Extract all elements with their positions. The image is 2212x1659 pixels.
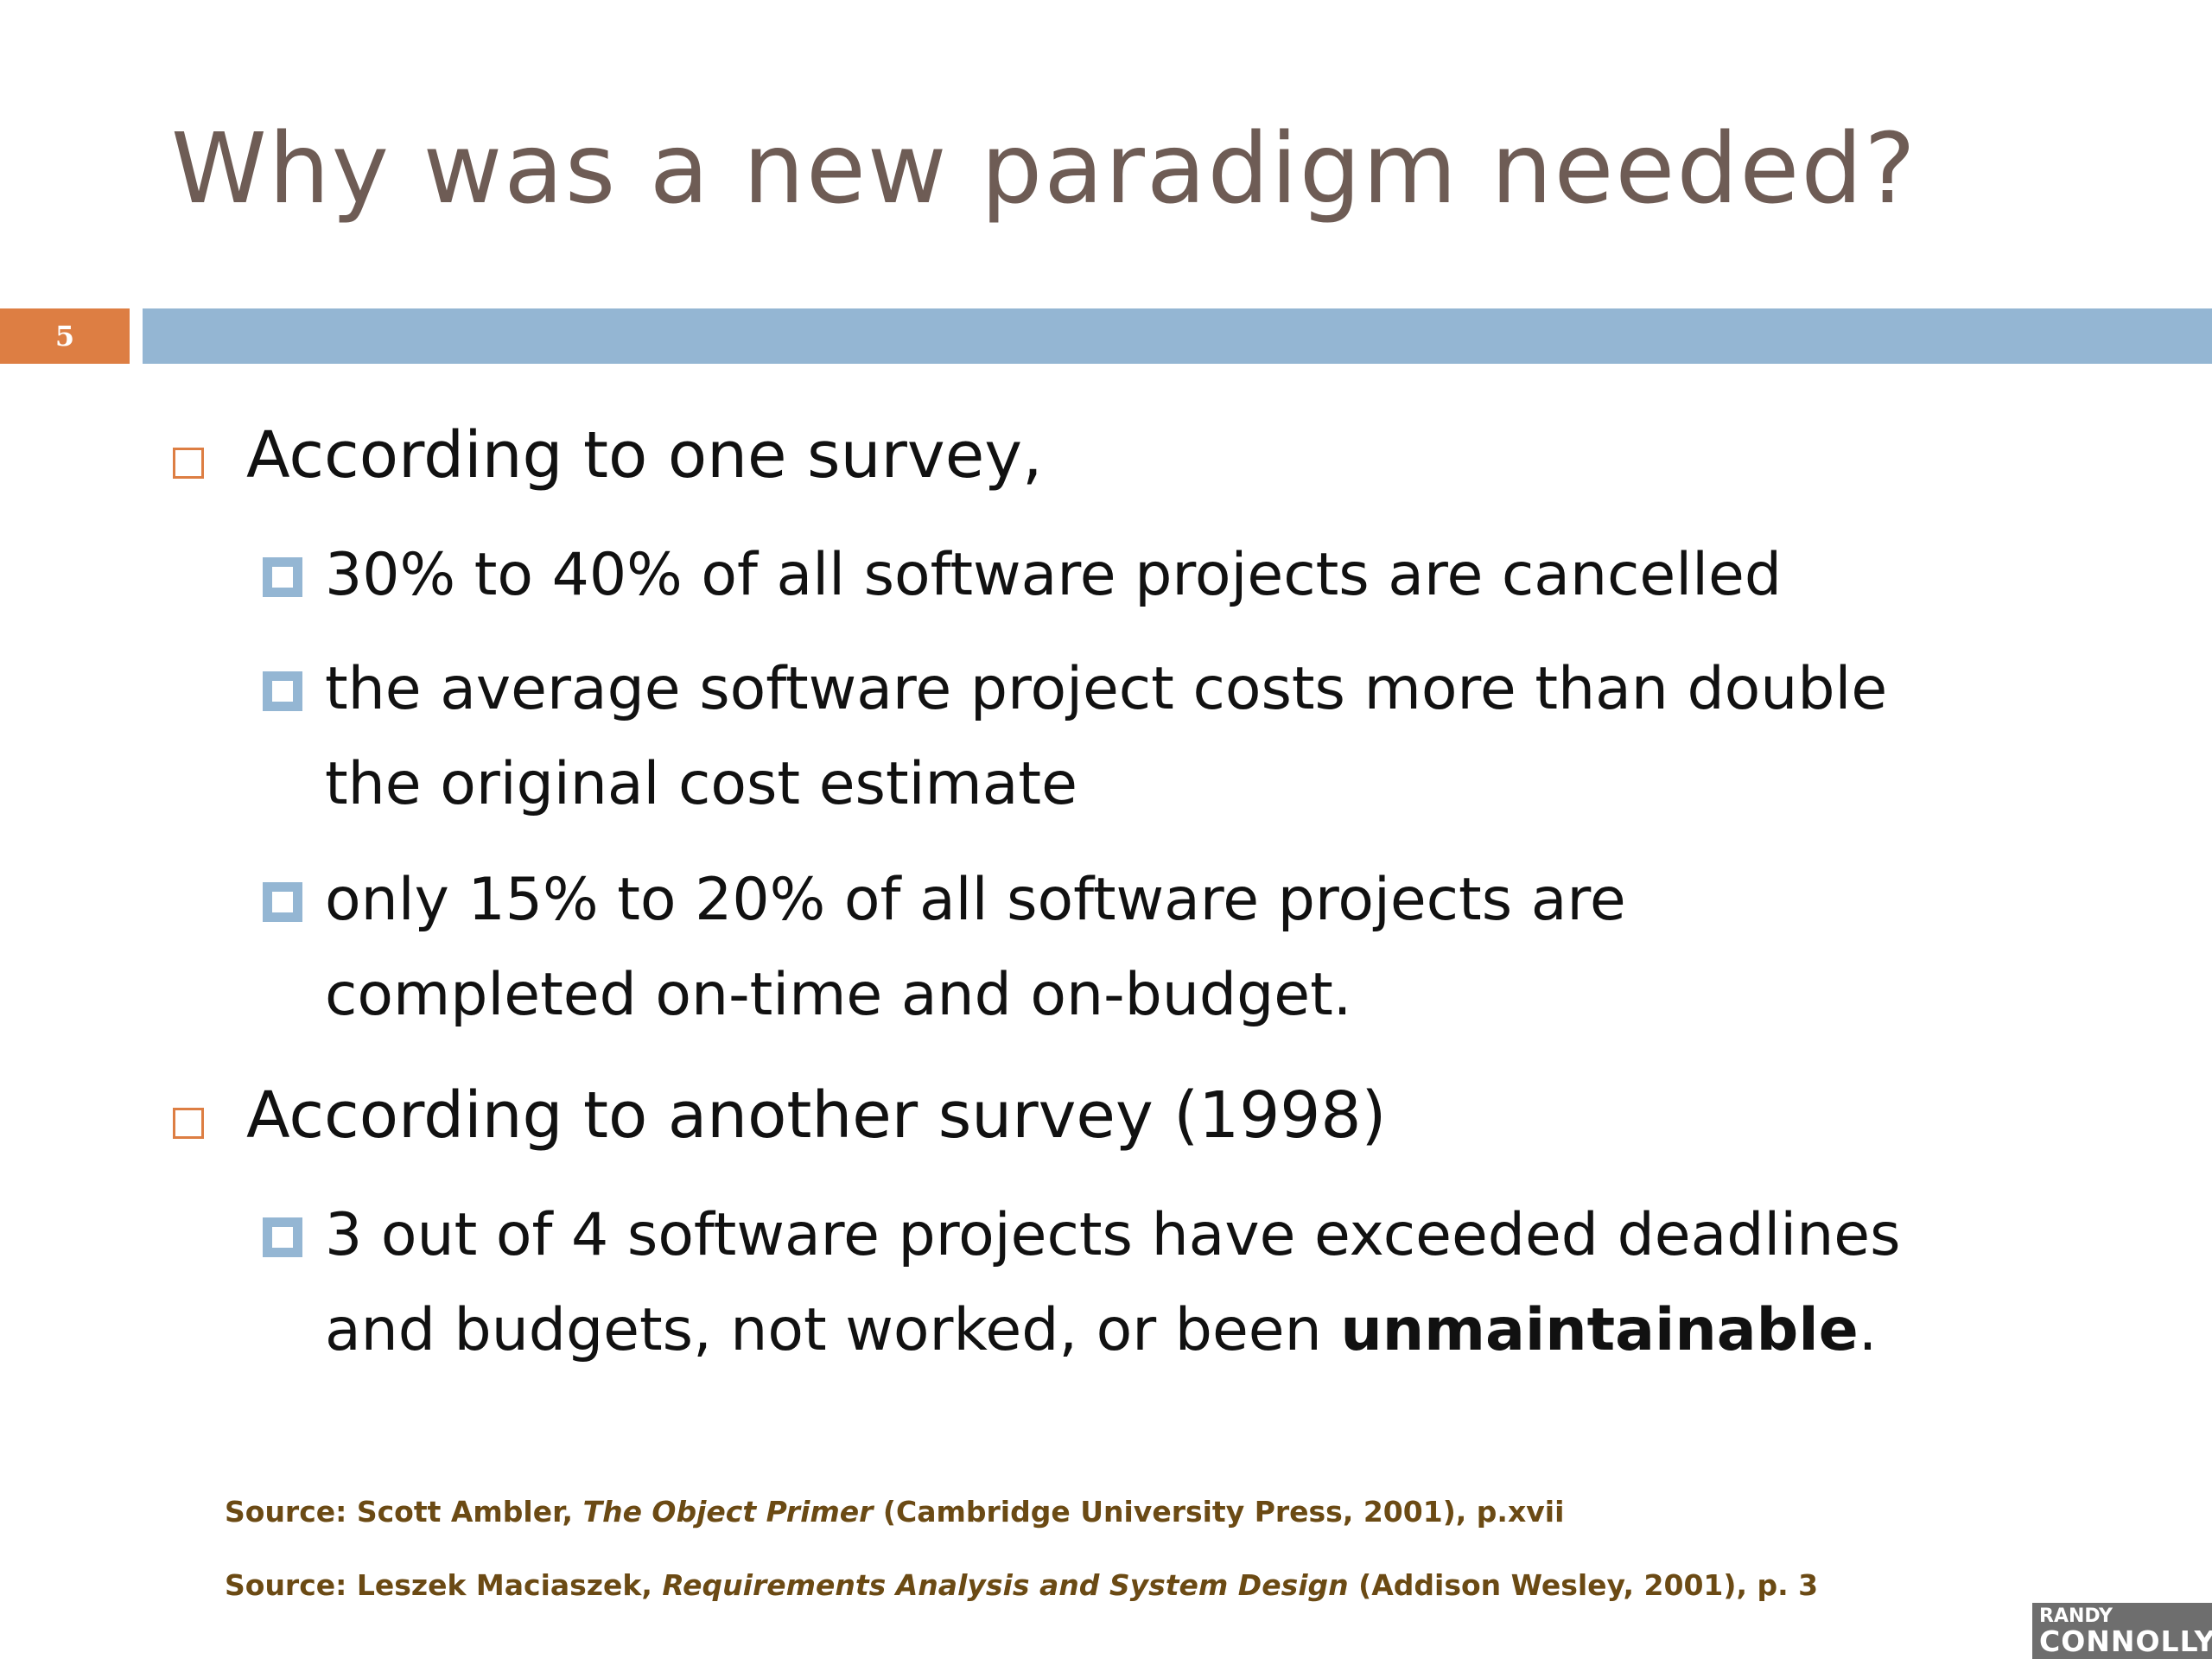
sub-bullet-text-plain: and budgets, not worked, or been [325,1296,1341,1364]
bullet-text: According to one survey, [246,418,1043,493]
sub-bullet-text: 3 out of 4 software projects have exceed… [325,1201,1901,1269]
square-bullet-icon [263,1217,302,1257]
author-logo: RANDY CONNOLLY [2032,1603,2212,1659]
slide-title: Why was a new paradigm needed? [171,113,1917,226]
square-bullet-icon [173,448,204,479]
source-suffix: (Addison Wesley, 2001), p. 3 [1348,1568,1819,1602]
source-prefix: Source: Scott Ambler, [225,1495,583,1529]
source-citation: Source: Leszek Maciaszek, Requirements A… [225,1571,1818,1599]
logo-line-2: CONNOLLY [2039,1624,2212,1658]
square-bullet-icon [263,671,302,711]
sub-bullet-text: 30% to 40% of all software projects are … [325,541,1783,609]
source-prefix: Source: Leszek Maciaszek, [225,1568,663,1602]
source-title: Requirements Analysis and System Design [662,1568,1349,1602]
emphasis-text: unmaintainable [1340,1296,1859,1364]
square-bullet-icon [263,882,302,922]
bullet-text: According to another survey (1998) [246,1078,1387,1153]
title-divider-bar [143,308,2212,364]
square-bullet-icon [173,1108,204,1139]
sub-bullet-text: only 15% to 20% of all software projects… [325,866,1626,934]
logo-line-1: RANDY [2039,1605,2113,1627]
sub-bullet-text-continued: and budgets, not worked, or been unmaint… [325,1283,1877,1378]
source-citation: Source: Scott Ambler, The Object Primer … [225,1497,1564,1526]
source-suffix: (Cambridge University Press, 2001), p.xv… [873,1495,1565,1529]
source-title: The Object Primer [582,1495,874,1529]
square-bullet-icon [263,557,302,597]
sub-bullet-text-tail: . [1858,1296,1878,1364]
sub-bullet-text: the average software project costs more … [325,655,1888,723]
slide-number: 5 [0,308,130,364]
sub-bullet-text-continued: the original cost estimate [325,750,1077,818]
sub-bullet-text-continued: completed on-time and on-budget. [325,961,1352,1029]
